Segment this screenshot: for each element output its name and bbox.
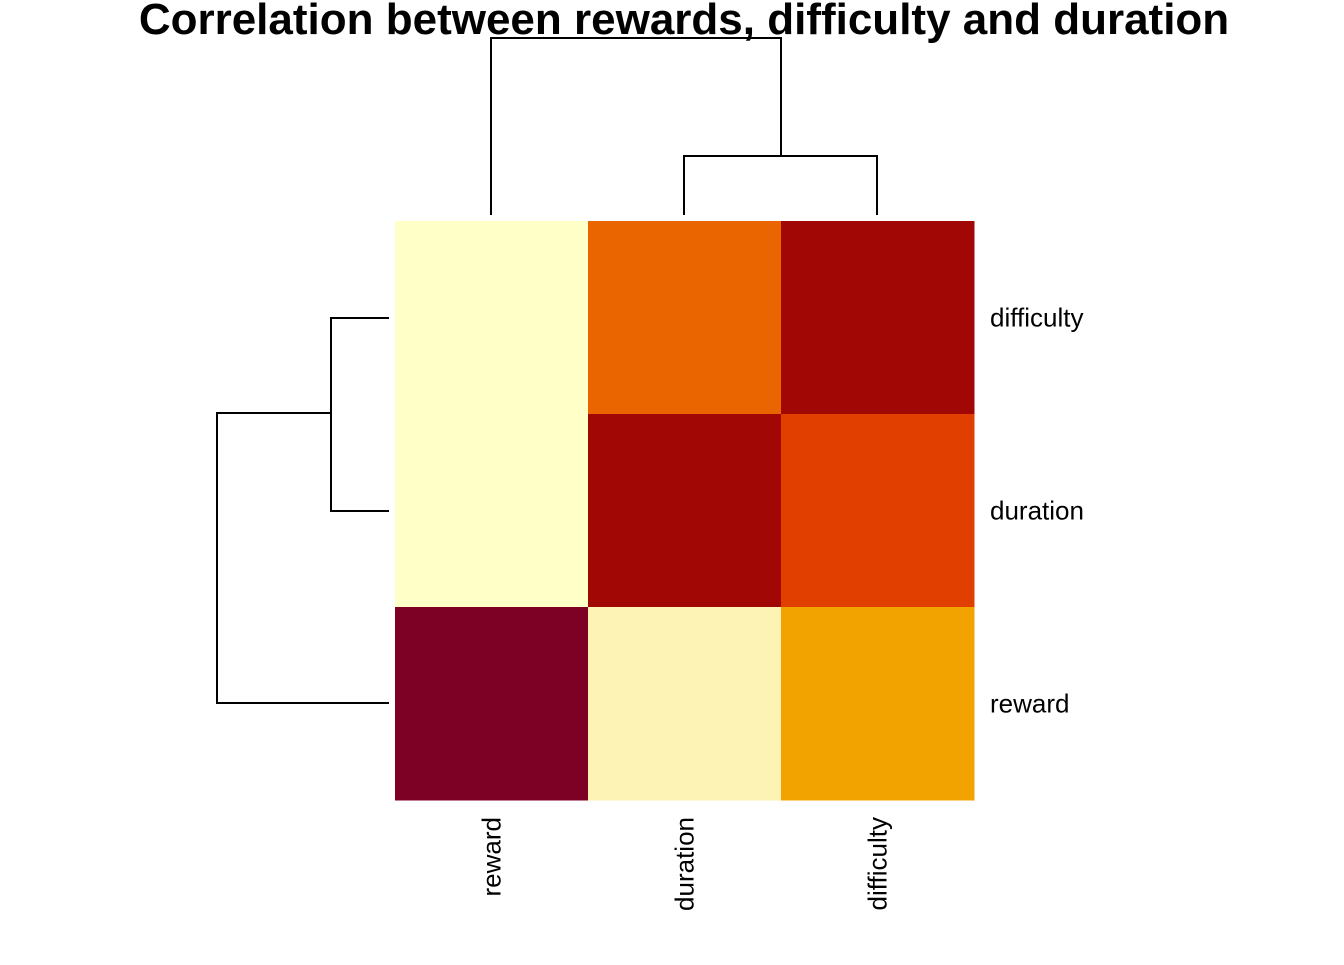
row-label-reward: reward bbox=[990, 689, 1069, 719]
heatmap-cell-difficulty-duration bbox=[588, 221, 782, 415]
heatmap-cell-difficulty-difficulty bbox=[781, 221, 975, 415]
column-dendrogram-root-link bbox=[490, 37, 782, 215]
heatmap-cell-reward-duration bbox=[588, 607, 782, 801]
column-dendrogram bbox=[490, 37, 878, 215]
column-label-difficulty: difficulty bbox=[863, 817, 893, 910]
heatmap-cell-difficulty-reward bbox=[395, 221, 589, 415]
heatmap-cell-duration-reward bbox=[395, 414, 589, 608]
row-dendrogram-pair-link bbox=[330, 317, 389, 512]
row-label-difficulty: difficulty bbox=[990, 303, 1083, 333]
row-dendrogram-root-link bbox=[216, 412, 389, 704]
heatmap-cell-duration-duration bbox=[588, 414, 782, 608]
column-label-duration: duration bbox=[670, 817, 700, 911]
row-label-duration: duration bbox=[990, 496, 1084, 526]
heatmap-cell-duration-difficulty bbox=[781, 414, 975, 608]
row-dendrogram bbox=[216, 317, 389, 704]
heatmap-cell-reward-difficulty bbox=[781, 607, 975, 801]
heatmap-cells bbox=[395, 221, 975, 801]
column-labels: reward duration difficulty bbox=[477, 817, 893, 911]
row-labels: difficulty duration reward bbox=[990, 303, 1084, 719]
column-label-reward: reward bbox=[477, 817, 507, 896]
chart-title: Correlation between rewards, difficulty … bbox=[139, 0, 1229, 44]
heatmap-cell-reward-reward bbox=[395, 607, 589, 801]
column-dendrogram-pair-link bbox=[683, 155, 878, 215]
